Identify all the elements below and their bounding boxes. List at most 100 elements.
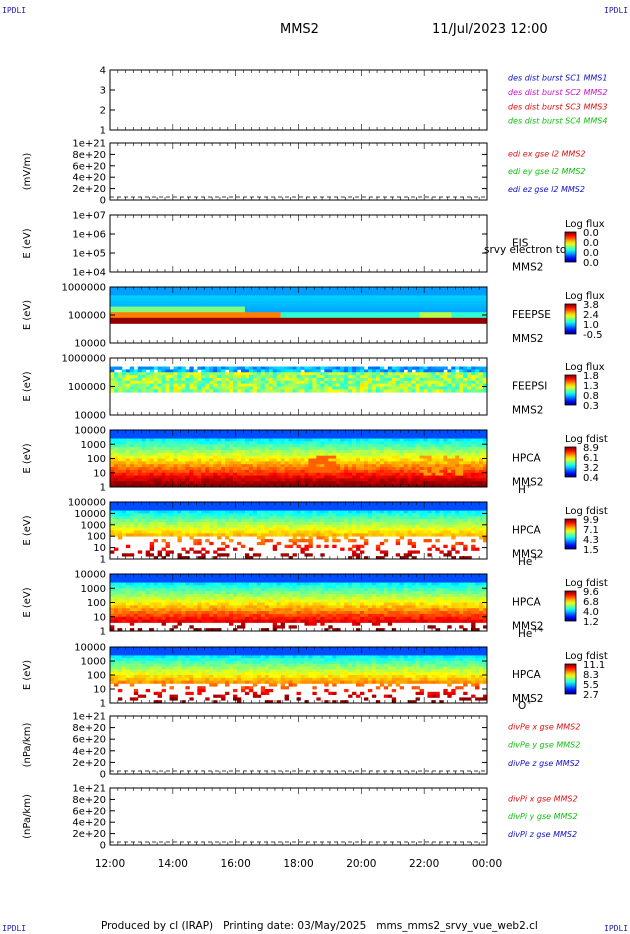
p5-cell <box>375 372 381 376</box>
p6-cell <box>451 481 456 485</box>
p5-cell <box>133 375 139 379</box>
p5-cell <box>292 366 297 370</box>
p5-cell <box>375 386 381 390</box>
p4-cell <box>169 292 174 296</box>
p6-cell <box>423 432 428 437</box>
p6-cell <box>284 458 289 462</box>
p4-cell <box>316 298 321 302</box>
p6-cell <box>352 481 357 485</box>
p6-cell <box>217 438 222 442</box>
p6-cell <box>149 469 155 474</box>
p4-cell <box>272 312 278 316</box>
p5-cell <box>431 375 436 379</box>
p6-cell <box>435 441 440 445</box>
p6-cell <box>387 464 393 468</box>
p4-cell <box>145 309 151 313</box>
p4-cell <box>356 312 361 316</box>
p4-cell <box>125 309 131 313</box>
p1-ytick-label: 1 <box>100 126 106 137</box>
p6-cell <box>340 447 345 451</box>
p7-cell <box>165 544 170 548</box>
p6-cell <box>133 458 139 462</box>
p6-cell <box>169 461 174 465</box>
p7-cell <box>129 524 135 529</box>
p5-cell <box>324 366 329 370</box>
p5-cell <box>185 389 190 393</box>
p5-cell <box>284 372 289 376</box>
p6-cell <box>352 432 357 437</box>
p4-cell <box>248 289 254 293</box>
p6-cell <box>300 472 305 476</box>
p5-cell <box>240 377 246 382</box>
p6-cell <box>284 475 289 479</box>
p4-cell <box>193 303 198 307</box>
p6-cell <box>371 464 377 468</box>
p6-cell <box>244 452 250 457</box>
p6-cell <box>447 475 452 479</box>
p4-cell <box>348 295 353 299</box>
p6-cell <box>181 430 186 434</box>
p6-cell <box>356 467 361 471</box>
p6-cell <box>221 464 226 468</box>
p4-cell <box>117 287 123 291</box>
p6-cell <box>332 447 337 451</box>
p4-cell <box>399 317 405 321</box>
p5-cell <box>463 377 468 382</box>
p6-cell <box>244 447 250 451</box>
p6-cell <box>336 469 341 474</box>
p6-cell <box>280 478 286 482</box>
p5-cell <box>475 369 480 373</box>
p6-cell <box>459 472 464 476</box>
p5-cell <box>395 375 401 379</box>
p5-cell <box>300 377 305 382</box>
p6-cell <box>197 475 202 479</box>
p4-cell <box>403 309 409 313</box>
p4-cell <box>443 320 448 324</box>
p4-cell <box>332 298 337 302</box>
p6-cell <box>455 461 460 465</box>
p6-cell <box>360 435 365 439</box>
p4-cell <box>288 309 293 313</box>
p6-cell <box>407 469 412 474</box>
p4-cell <box>467 309 472 313</box>
p4-cell <box>427 317 432 321</box>
p5-cell <box>360 380 365 385</box>
p6-colorbar-title: Log fdist <box>565 434 608 445</box>
p4-cell <box>197 289 202 293</box>
p4-cell <box>201 301 206 305</box>
p6-cell <box>395 461 401 465</box>
p4-cell <box>145 320 151 324</box>
p5-cell <box>332 375 337 379</box>
p4-cell <box>276 320 282 324</box>
p7-cell <box>121 530 127 534</box>
p4-cell <box>411 315 416 319</box>
p4-cell <box>320 303 325 307</box>
p4-cell <box>161 309 166 313</box>
p6-cell <box>352 478 357 482</box>
p4-cell <box>205 287 210 291</box>
p4-cell <box>264 309 270 313</box>
p6-cell <box>379 472 385 476</box>
p6-cell <box>145 478 151 482</box>
p6-cell <box>272 475 278 479</box>
p7-cell <box>157 513 162 517</box>
p4-cell <box>169 303 174 307</box>
p6-cell <box>110 475 115 479</box>
p5-cell <box>356 383 361 387</box>
p5-cell <box>328 386 333 390</box>
p6-cell <box>324 441 329 445</box>
p4-cell <box>244 320 250 324</box>
p6-cell <box>352 447 357 451</box>
p6-cell <box>367 449 373 454</box>
p4-cell <box>340 289 345 293</box>
p6-cell <box>252 458 258 462</box>
p4-cell <box>415 289 420 293</box>
p5-cell <box>292 377 297 382</box>
p4-cell <box>280 309 286 313</box>
p7-cell <box>177 536 182 540</box>
p4-cell <box>201 312 206 316</box>
p5-cell <box>177 372 182 376</box>
p5-cell <box>348 380 353 385</box>
p6-cell <box>427 481 432 485</box>
p7-cell <box>173 507 178 511</box>
